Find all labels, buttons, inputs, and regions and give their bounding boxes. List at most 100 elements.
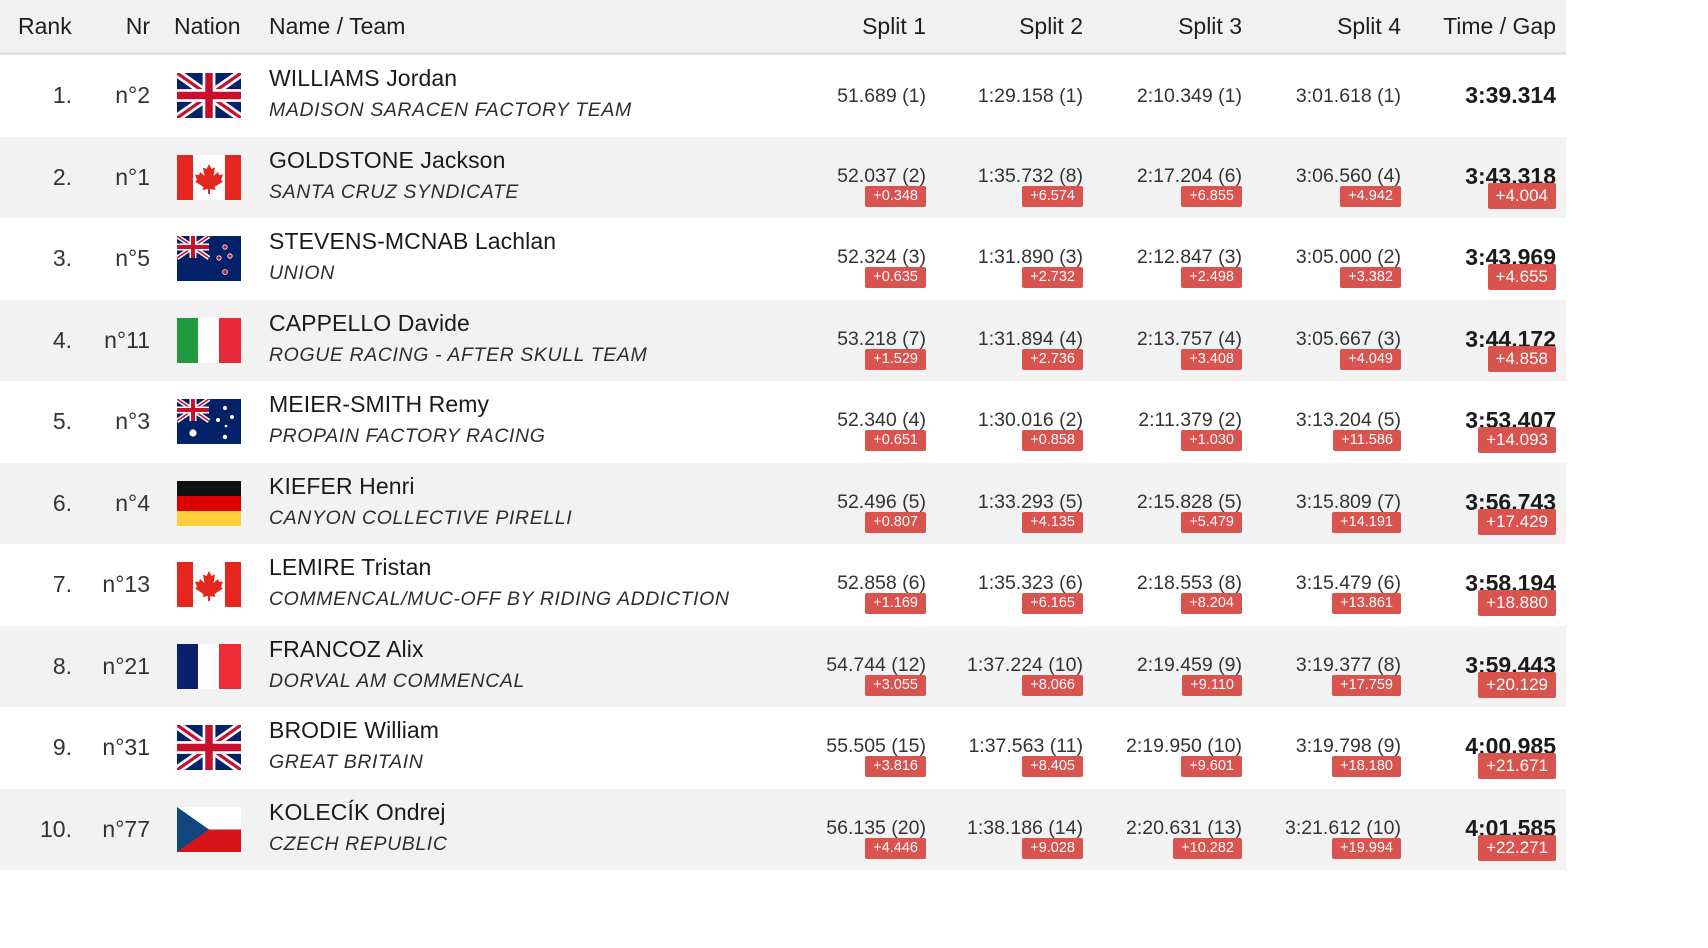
header-name-team[interactable]: Name / Team — [269, 13, 406, 39]
split-2-gap-badge: +8.066 — [1022, 674, 1083, 696]
split-3-time: 2:17.204 (6) — [1136, 164, 1242, 187]
header-time-gap[interactable]: Time / Gap — [1443, 13, 1556, 39]
split-4-gap-badge: +13.861 — [1332, 593, 1401, 614]
split-2-time: 1:37.563 (11) — [968, 735, 1083, 757]
split-1-gap-badge: +0.651 — [865, 430, 926, 451]
split-2-gap-badge: +4.135 — [1022, 511, 1083, 533]
rider-name[interactable]: KOLECÍK Ondrej — [269, 798, 446, 825]
table-row[interactable]: 4. n°11 CAPPELLO Davide ROGUE RACING - AFTE… — [0, 299, 1566, 381]
rank: 4. — [52, 326, 72, 353]
rider-name[interactable]: WILLIAMS Jordan — [269, 65, 458, 91]
rider-name[interactable]: KIEFER Henri — [269, 472, 415, 499]
table-row[interactable]: 2. n°1 GOLDSTONE Jackson SANTA CRUZ SYNDICA… — [0, 136, 1566, 218]
split-1-time: 52.496 (5) — [837, 490, 926, 513]
header-split-4[interactable]: Split 4 — [1337, 13, 1401, 39]
team-name: MADISON SARACEN FACTORY TEAM — [269, 99, 632, 121]
split-3-gap-badge: +10.282 — [1173, 837, 1242, 859]
header-split-3[interactable]: Split 3 — [1178, 13, 1242, 39]
split-3-time: 2:13.757 (4) — [1136, 327, 1242, 350]
split-2-gap-badge: +0.858 — [1022, 430, 1083, 451]
fr-flag-icon — [177, 643, 241, 689]
split-2-gap-badge: +8.405 — [1022, 756, 1083, 777]
split-2-time: 1:33.293 (5) — [977, 490, 1083, 513]
it-flag-icon — [177, 317, 241, 363]
table-row[interactable]: 8. n°21 FRANCOZ Alix DORVAL AM COMMENCAL 54.… — [0, 625, 1566, 707]
rider-name[interactable]: LEMIRE Tristan — [269, 554, 432, 580]
header-rank[interactable]: Rank — [18, 13, 72, 39]
ca-flag-icon — [177, 562, 241, 607]
split-1-time: 53.218 (7) — [837, 327, 926, 350]
split-3-gap-badge: +1.030 — [1181, 430, 1242, 451]
au-flag-icon — [177, 399, 241, 444]
rank: 9. — [52, 734, 72, 760]
table-row[interactable]: 10. n°77 KOLECÍK Ondrej CZECH REPUBLIC 56.13… — [0, 788, 1566, 870]
rider-name[interactable]: BRODIE William — [269, 717, 440, 743]
table-row[interactable]: 7. n°13 LEMIRE Tristan COMMENCAL/MUC-OFF BY… — [0, 544, 1566, 626]
time-gap-badge: +18.880 — [1478, 590, 1556, 616]
rank: 1. — [52, 82, 72, 108]
header-split-2[interactable]: Split 2 — [1019, 13, 1083, 39]
gb-flag-icon — [177, 73, 241, 118]
table-row[interactable]: 1. n°2 WILLIAMS Jordan MADISON SARACEN FACT… — [0, 55, 1566, 137]
header-nation[interactable]: Nation — [174, 13, 241, 39]
split-3-time: 2:10.349 (1) — [1136, 85, 1242, 107]
table-row[interactable]: 5. n°3 MEIER-SMITH Remy PROPAIN FACTORY RAC… — [0, 381, 1566, 463]
split-2-time: 1:30.016 (2) — [977, 409, 1083, 431]
split-3-gap-badge: +2.498 — [1181, 267, 1242, 288]
bib-number: n°2 — [115, 82, 150, 108]
split-4-time: 3:06.560 (4) — [1295, 164, 1401, 187]
team-name: CANYON COLLECTIVE PIRELLI — [269, 506, 573, 529]
gb-flag-icon — [177, 725, 241, 770]
team-name: PROPAIN FACTORY RACING — [269, 425, 546, 447]
split-1-time: 52.858 (6) — [837, 572, 926, 594]
split-2-gap-badge: +2.732 — [1022, 267, 1083, 288]
split-3-time: 2:15.828 (5) — [1136, 490, 1242, 513]
split-4-gap-badge: +4.049 — [1340, 348, 1401, 370]
final-time: 3:39.314 — [1465, 82, 1556, 108]
header-nr[interactable]: Nr — [125, 13, 150, 39]
bib-number: n°4 — [115, 489, 150, 516]
team-name: SANTA CRUZ SYNDICATE — [269, 180, 519, 203]
split-1-time: 54.744 (12) — [826, 653, 926, 676]
split-4-gap-badge: +4.942 — [1340, 185, 1401, 207]
results-table: Rank Nr Nation Name / Team Split 1 Split… — [0, 0, 1566, 870]
split-2-gap-badge: +6.165 — [1022, 593, 1083, 614]
split-1-time: 56.135 (20) — [826, 816, 926, 839]
split-3-time: 2:12.847 (3) — [1136, 246, 1242, 268]
table-header: Rank Nr Nation Name / Team Split 1 Split… — [0, 0, 1566, 55]
split-1-gap-badge: +1.169 — [865, 593, 926, 614]
split-4-gap-badge: +18.180 — [1332, 756, 1401, 777]
split-3-gap-badge: +9.110 — [1182, 674, 1242, 696]
rider-name[interactable]: STEVENS-MCNAB Lachlan — [269, 228, 557, 254]
split-1-gap-badge: +0.807 — [865, 511, 926, 533]
time-gap-badge: +4.858 — [1487, 345, 1556, 372]
split-3-gap-badge: +3.408 — [1181, 348, 1242, 370]
split-1-gap-badge: +0.348 — [865, 185, 926, 207]
time-gap-badge: +4.655 — [1487, 264, 1556, 290]
bib-number: n°1 — [115, 163, 150, 190]
split-2-time: 1:37.224 (10) — [966, 653, 1083, 676]
split-2-gap-badge: +6.574 — [1022, 185, 1083, 207]
header-split-1[interactable]: Split 1 — [862, 13, 926, 39]
split-1-time: 52.037 (2) — [837, 164, 926, 187]
split-4-gap-badge: +11.586 — [1333, 430, 1401, 451]
rank: 10. — [40, 815, 72, 842]
split-4-time: 3:19.798 (9) — [1295, 735, 1401, 757]
bib-number: n°3 — [115, 408, 150, 434]
table-row[interactable]: 3. n°5 STEVENS-MCNAB Lachlan UNION 52.324 (3… — [0, 218, 1566, 300]
split-1-gap-badge: +1.529 — [865, 348, 926, 370]
rider-name[interactable]: GOLDSTONE Jackson — [269, 146, 506, 173]
split-4-time: 3:15.809 (7) — [1295, 490, 1401, 513]
rider-name[interactable]: MEIER-SMITH Remy — [269, 391, 490, 417]
team-name: COMMENCAL/MUC-OFF BY RIDING ADDICTION — [269, 588, 730, 610]
table-row[interactable]: 6. n°4 KIEFER Henri CANYON COLLECTIVE PIREL… — [0, 462, 1566, 544]
rider-name[interactable]: FRANCOZ Alix — [269, 635, 424, 662]
split-2-time: 1:38.186 (14) — [966, 816, 1083, 839]
split-3-gap-badge: +6.855 — [1181, 185, 1242, 207]
rider-name[interactable]: CAPPELLO Davide — [269, 309, 470, 336]
table-row[interactable]: 9. n°31 BRODIE William GREAT BRITAIN 55.505 … — [0, 707, 1566, 789]
split-4-time: 3:05.000 (2) — [1295, 246, 1401, 268]
rank: 6. — [52, 489, 72, 516]
split-2-time: 1:29.158 (1) — [977, 85, 1083, 107]
split-1-gap-badge: +3.055 — [865, 674, 926, 696]
